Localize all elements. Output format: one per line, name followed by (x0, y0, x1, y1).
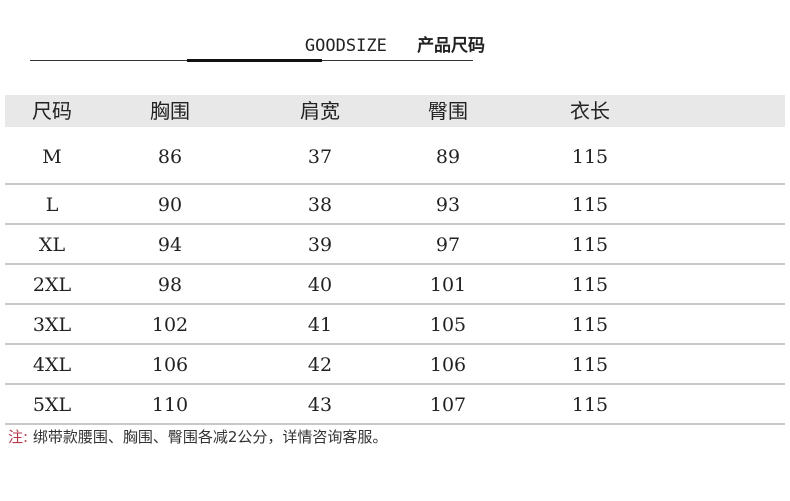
cell-chest: 86 (157, 146, 183, 168)
cell-shoulder: 37 (307, 146, 333, 168)
header-hip: 臀围 (428, 99, 468, 123)
page-title: GOODSIZE 产品尺码 (0, 31, 790, 56)
cell-shoulder: 43 (307, 394, 333, 416)
cell-hip: 97 (435, 234, 461, 256)
cell-hip: 101 (429, 274, 467, 296)
size-note: 注: 绑带款腰围、胸围、臀围各减2公分，详情咨询客服。 (8, 426, 387, 447)
table-row: 5XL 110 43 107 115 (5, 385, 785, 425)
table-row: 2XL 98 40 101 115 (5, 265, 785, 305)
cell-chest: 106 (151, 354, 189, 376)
cell-chest: 102 (151, 314, 189, 336)
title-en: GOODSIZE (304, 36, 387, 56)
cell-size: L (45, 194, 59, 216)
table-header: 尺码 胸围 肩宽 臀围 衣长 (5, 95, 785, 127)
cell-shoulder: 40 (307, 274, 333, 296)
cell-length: 115 (571, 194, 609, 216)
cell-size: 3XL (32, 314, 72, 336)
cell-shoulder: 41 (307, 314, 333, 336)
cell-size: M (42, 146, 62, 168)
cell-size: 2XL (32, 274, 72, 296)
header-size: 尺码 (32, 99, 72, 123)
cell-length: 115 (571, 314, 609, 336)
table-row: L 90 38 93 115 (5, 185, 785, 225)
cell-size: XL (38, 234, 66, 256)
cell-chest: 110 (151, 394, 189, 416)
cell-chest: 98 (157, 274, 183, 296)
table-row: 3XL 102 41 105 115 (5, 305, 785, 345)
title-underline (187, 59, 322, 62)
size-table: 尺码 胸围 肩宽 臀围 衣长 M 86 37 89 115 L 90 38 93 115 XL 94 3… (5, 95, 785, 425)
cell-length: 115 (571, 354, 609, 376)
table-row: XL 94 39 97 115 (5, 225, 785, 265)
cell-shoulder: 39 (307, 234, 333, 256)
cell-size: 4XL (32, 354, 72, 376)
table-row: M 86 37 89 115 (5, 127, 785, 185)
note-label: 注: (8, 428, 29, 446)
table-row: 4XL 106 42 106 115 (5, 345, 785, 385)
cell-size: 5XL (32, 394, 72, 416)
note-text: 绑带款腰围、胸围、臀围各减2公分，详情咨询客服。 (32, 428, 388, 446)
cell-hip: 106 (429, 354, 467, 376)
header-shoulder: 肩宽 (300, 99, 340, 123)
title-cn: 产品尺码 (417, 36, 486, 56)
cell-length: 115 (571, 274, 609, 296)
cell-length: 115 (571, 234, 609, 256)
cell-shoulder: 38 (307, 194, 333, 216)
cell-hip: 93 (435, 194, 461, 216)
cell-chest: 94 (157, 234, 183, 256)
cell-length: 115 (571, 146, 609, 168)
cell-hip: 107 (429, 394, 467, 416)
cell-shoulder: 42 (307, 354, 333, 376)
cell-hip: 89 (435, 146, 461, 168)
cell-hip: 105 (429, 314, 467, 336)
cell-length: 115 (571, 394, 609, 416)
header-length: 衣长 (570, 99, 610, 123)
cell-chest: 90 (157, 194, 183, 216)
header-chest: 胸围 (150, 99, 190, 123)
